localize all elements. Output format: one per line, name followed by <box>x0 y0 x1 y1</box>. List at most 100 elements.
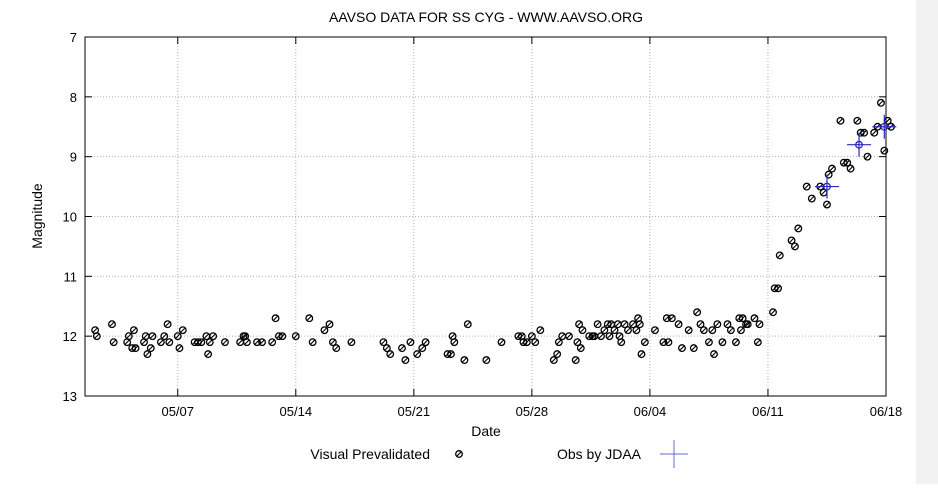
jdaa-points <box>814 114 897 199</box>
legend-marker-cross <box>660 440 688 468</box>
data-point-slash <box>148 345 154 351</box>
data-point-circle <box>531 338 540 347</box>
data-point-slash <box>407 339 414 345</box>
data-point <box>173 332 182 341</box>
data-point-slash <box>321 327 328 333</box>
data-point <box>421 338 430 347</box>
data-point-slash <box>601 327 607 333</box>
data-point-circle <box>553 350 562 359</box>
data-point <box>204 350 213 359</box>
data-point-slash <box>861 130 867 136</box>
data-point-circle <box>769 308 777 317</box>
jdaa-point-circle <box>823 182 831 191</box>
data-point <box>124 332 133 341</box>
data-point-circle <box>731 338 740 347</box>
data-point-circle <box>651 326 659 335</box>
data-point <box>258 338 267 347</box>
data-point-circle <box>664 338 673 347</box>
data-point-circle <box>870 128 879 137</box>
data-point-slash <box>728 327 734 333</box>
data-point-slash <box>775 285 781 291</box>
data-point <box>632 326 641 335</box>
data-point-circle <box>662 314 671 323</box>
data-point-circle <box>617 338 626 347</box>
y-tick-label: 12 <box>63 329 77 344</box>
data-point-circle <box>678 344 686 353</box>
data-point <box>651 326 659 335</box>
data-point-circle <box>573 338 582 347</box>
data-point-circle <box>775 251 784 260</box>
data-point-slash <box>161 333 167 339</box>
data-point-slash <box>871 130 877 136</box>
data-point-slash <box>465 321 471 327</box>
data-point-circle <box>846 164 855 173</box>
data-point <box>790 242 799 251</box>
data-point <box>674 320 683 329</box>
data-point-slash <box>126 333 132 339</box>
x-tick-label: 05/21 <box>398 404 431 419</box>
data-point <box>305 314 314 323</box>
data-point-slash <box>697 321 704 327</box>
data-point-slash <box>844 160 850 166</box>
data-point-circle <box>750 314 759 323</box>
data-point-slash <box>207 339 213 345</box>
data-point <box>175 344 184 353</box>
data-point-slash <box>595 321 601 327</box>
data-point <box>836 116 845 125</box>
data-point-circle <box>637 350 646 359</box>
data-point <box>617 338 626 347</box>
data-point <box>774 284 783 293</box>
data-point-circle <box>807 194 816 203</box>
data-point-circle <box>175 344 184 353</box>
data-point-slash <box>795 225 801 232</box>
data-point-slash <box>745 321 751 327</box>
data-point-slash <box>176 345 183 351</box>
data-point-slash <box>310 339 316 345</box>
data-point-circle <box>108 320 116 329</box>
data-point-circle <box>593 320 602 329</box>
y-tick-label: 8 <box>70 90 77 105</box>
data-point-circle <box>787 236 796 245</box>
data-point-slash <box>269 339 275 345</box>
x-tick-label: 05/28 <box>516 404 549 419</box>
data-point <box>775 251 784 260</box>
data-point-circle <box>205 338 214 347</box>
data-point-slash <box>124 339 130 345</box>
data-point-slash <box>701 327 707 333</box>
data-point <box>131 344 140 353</box>
data-point-circle <box>696 320 705 329</box>
data-point <box>600 326 609 335</box>
data-point-slash <box>419 345 425 351</box>
data-point-slash <box>306 315 312 321</box>
data-point <box>578 326 587 335</box>
data-point-circle <box>305 314 314 323</box>
data-point-circle <box>693 308 702 317</box>
data-point-circle <box>755 320 764 329</box>
data-point <box>750 314 759 323</box>
data-point-slash <box>384 345 390 351</box>
data-point-circle <box>823 200 831 209</box>
data-point <box>497 338 506 347</box>
data-point <box>379 338 388 347</box>
data-point <box>718 338 727 347</box>
data-point-circle <box>143 350 152 359</box>
data-point-slash <box>237 339 243 345</box>
data-point-slash <box>733 339 739 345</box>
data-point-slash <box>461 357 468 363</box>
data-point-slash <box>348 339 355 345</box>
data-point-slash <box>591 333 597 339</box>
data-point-circle <box>635 320 644 329</box>
data-point-circle <box>156 338 165 347</box>
data-point <box>332 344 341 353</box>
legend-label-visual: Visual Prevalidated <box>310 446 430 462</box>
data-point-circle <box>92 332 101 341</box>
data-point-slash <box>387 351 393 357</box>
data-point <box>787 236 796 245</box>
chart-svg: AAVSO DATA FOR SS CYG - WWW.AAVSO.ORG 7 8… <box>29 9 902 468</box>
data-point-slash <box>642 339 648 345</box>
data-point-circle <box>165 338 174 347</box>
data-point-circle <box>291 332 300 341</box>
data-point-slash <box>615 321 621 327</box>
data-point-slash <box>755 339 761 345</box>
data-point <box>664 338 673 347</box>
